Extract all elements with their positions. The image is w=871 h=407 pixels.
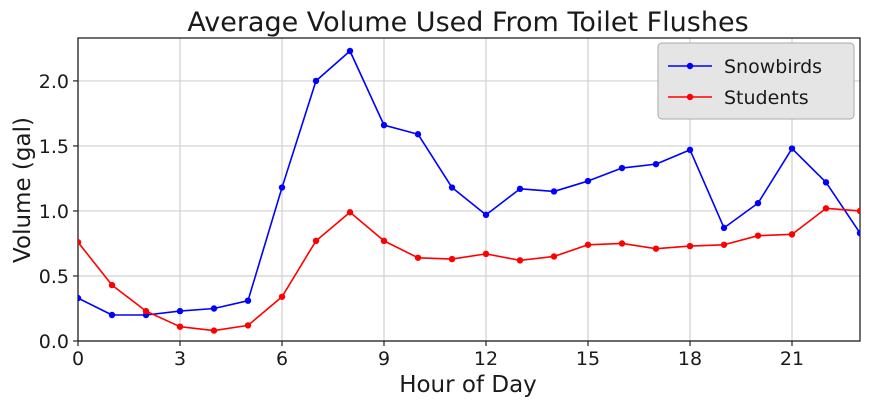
x-tick-label: 21 bbox=[780, 348, 804, 370]
series-snowbirds bbox=[78, 47, 860, 319]
y-tick-label: 0.0 bbox=[39, 331, 69, 353]
data-point-students bbox=[210, 327, 218, 334]
data-point-snowbirds bbox=[822, 179, 830, 186]
data-point-students bbox=[720, 241, 728, 248]
data-point-students bbox=[686, 242, 694, 250]
axis-ticks: 0 3 6 9 12 15 18 21 0.0 0.5 1.0 1.5 2.0 bbox=[39, 71, 804, 370]
data-point-snowbirds bbox=[176, 307, 184, 315]
data-point-students bbox=[618, 240, 626, 247]
data-point-students bbox=[176, 323, 184, 330]
data-point-snowbirds bbox=[618, 164, 626, 172]
data-point-snowbirds bbox=[312, 77, 320, 85]
data-point-students bbox=[312, 237, 320, 245]
y-tick-label: 0.5 bbox=[39, 266, 69, 288]
legend: Snowbirds Students bbox=[657, 42, 855, 120]
data-point-students bbox=[448, 255, 456, 263]
plot-frame bbox=[77, 37, 861, 342]
data-point-students bbox=[584, 241, 592, 248]
data-point-snowbirds bbox=[652, 160, 660, 168]
data-point-snowbirds bbox=[686, 146, 694, 154]
x-axis-label: Hour of Day bbox=[399, 372, 537, 398]
data-point-snowbirds bbox=[448, 184, 456, 191]
data-point-students bbox=[550, 253, 558, 260]
x-tick-label: 15 bbox=[576, 348, 600, 370]
series-students bbox=[78, 205, 860, 334]
data-point-snowbirds bbox=[78, 294, 82, 302]
data-point-snowbirds bbox=[516, 185, 524, 193]
data-point-snowbirds bbox=[414, 131, 422, 138]
x-tick-label: 3 bbox=[174, 348, 186, 370]
data-point-students bbox=[108, 281, 116, 289]
data-point-students bbox=[856, 207, 860, 215]
x-tick-label: 18 bbox=[678, 348, 702, 370]
data-point-students bbox=[652, 245, 660, 252]
data-point-snowbirds bbox=[788, 145, 796, 152]
data-point-snowbirds bbox=[346, 47, 354, 55]
x-tick-label: 12 bbox=[474, 348, 498, 370]
series-lines bbox=[78, 47, 860, 334]
y-tick-label: 1.0 bbox=[39, 201, 69, 223]
x-tick-label: 9 bbox=[378, 348, 390, 370]
legend-marker-snowbirds bbox=[686, 62, 694, 70]
data-point-snowbirds bbox=[482, 211, 490, 219]
series-line-students bbox=[78, 207, 860, 332]
data-point-snowbirds bbox=[380, 121, 388, 129]
data-point-students bbox=[822, 205, 830, 212]
data-point-snowbirds bbox=[856, 229, 860, 237]
data-point-snowbirds bbox=[108, 311, 116, 319]
data-point-snowbirds bbox=[278, 184, 286, 191]
data-point-snowbirds bbox=[210, 305, 218, 312]
data-point-snowbirds bbox=[720, 224, 728, 232]
legend-box bbox=[657, 42, 855, 120]
y-tick-label: 2.0 bbox=[39, 71, 69, 93]
chart-title: Average Volume Used From Toilet Flushes bbox=[187, 7, 748, 38]
data-point-snowbirds bbox=[584, 177, 592, 185]
legend-label-snowbirds: Snowbirds bbox=[724, 56, 822, 78]
x-tick-label: 6 bbox=[276, 348, 288, 370]
y-axis-label: Volume (gal) bbox=[10, 117, 36, 263]
data-point-students bbox=[142, 307, 150, 315]
x-tick-label: 0 bbox=[72, 348, 84, 370]
data-point-snowbirds bbox=[244, 297, 252, 304]
data-point-students bbox=[482, 250, 490, 258]
data-point-students bbox=[346, 209, 354, 216]
data-point-students bbox=[754, 232, 762, 239]
legend-marker-students bbox=[686, 93, 694, 101]
data-point-students bbox=[788, 231, 796, 238]
data-point-students bbox=[78, 238, 82, 246]
data-point-students bbox=[380, 237, 388, 245]
data-point-students bbox=[414, 254, 422, 261]
series-line-snowbirds bbox=[78, 50, 860, 316]
data-point-snowbirds bbox=[754, 199, 762, 207]
legend-label-students: Students bbox=[724, 87, 809, 109]
y-tick-label: 1.5 bbox=[39, 136, 69, 158]
data-point-students bbox=[278, 293, 286, 300]
data-point-snowbirds bbox=[550, 188, 558, 195]
data-point-students bbox=[244, 322, 252, 329]
data-point-students bbox=[516, 257, 524, 264]
